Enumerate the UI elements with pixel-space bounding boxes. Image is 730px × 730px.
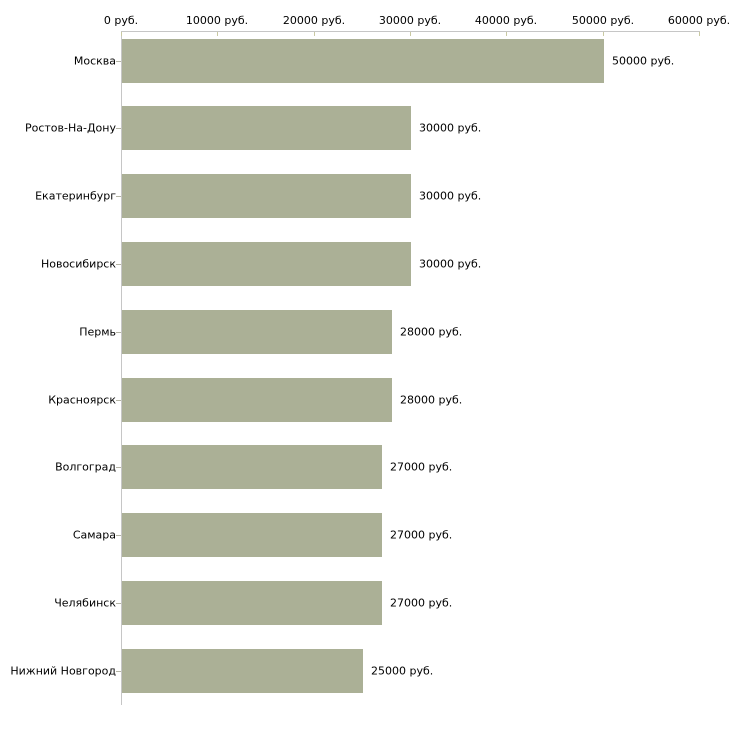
bar [122,106,411,150]
x-axis-tick [121,32,122,36]
category-tick [116,264,121,265]
value-label: 30000 руб. [419,121,482,135]
x-axis-tick-label: 40000 руб. [474,14,538,27]
x-axis-tick-label: 10000 руб. [185,14,249,27]
bar [122,242,411,286]
category-label: Пермь [79,325,116,339]
value-label: 28000 руб. [400,325,463,339]
bar [122,39,604,83]
x-axis-tick-label: 30000 руб. [378,14,442,27]
x-axis-tick-label: 50000 руб. [571,14,635,27]
bar [122,378,392,422]
category-label: Новосибирск [40,257,116,271]
value-label: 27000 руб. [390,460,453,474]
bar [122,310,392,354]
category-tick [116,535,121,536]
category-tick [116,61,121,62]
category-tick [116,603,121,604]
bar [122,513,382,557]
x-axis-tick-label: 0 руб. [103,14,139,27]
y-axis-line [121,31,122,705]
category-tick [116,467,121,468]
bar [122,649,363,693]
category-tick [116,671,121,672]
category-label: Самара [72,528,116,542]
x-axis-tick [314,32,315,36]
value-label: 27000 руб. [390,596,453,610]
category-label: Челябинск [54,596,116,610]
x-axis-tick-label: 60000 руб. [667,14,730,27]
category-label: Нижний Новгород [10,664,116,678]
x-axis-line [121,31,700,32]
value-label: 30000 руб. [419,189,482,203]
value-label: 28000 руб. [400,393,463,407]
value-label: 25000 руб. [371,664,434,678]
value-label: 27000 руб. [390,528,453,542]
category-label: Красноярск [48,393,116,407]
x-axis-tick-label: 20000 руб. [282,14,346,27]
category-label: Ростов-На-Дону [24,121,116,135]
category-tick [116,196,121,197]
value-label: 50000 руб. [612,54,675,68]
category-tick [116,332,121,333]
category-tick [116,128,121,129]
x-axis-tick [506,32,507,36]
x-axis-tick [699,32,700,36]
category-label: Москва [73,54,116,68]
bar [122,174,411,218]
x-axis-tick [217,32,218,36]
value-label: 30000 руб. [419,257,482,271]
category-tick [116,400,121,401]
bar [122,581,382,625]
bar [122,445,382,489]
category-label: Екатеринбург [35,189,116,203]
x-axis-tick [410,32,411,36]
category-label: Волгоград [55,460,116,474]
x-axis-tick [603,32,604,36]
